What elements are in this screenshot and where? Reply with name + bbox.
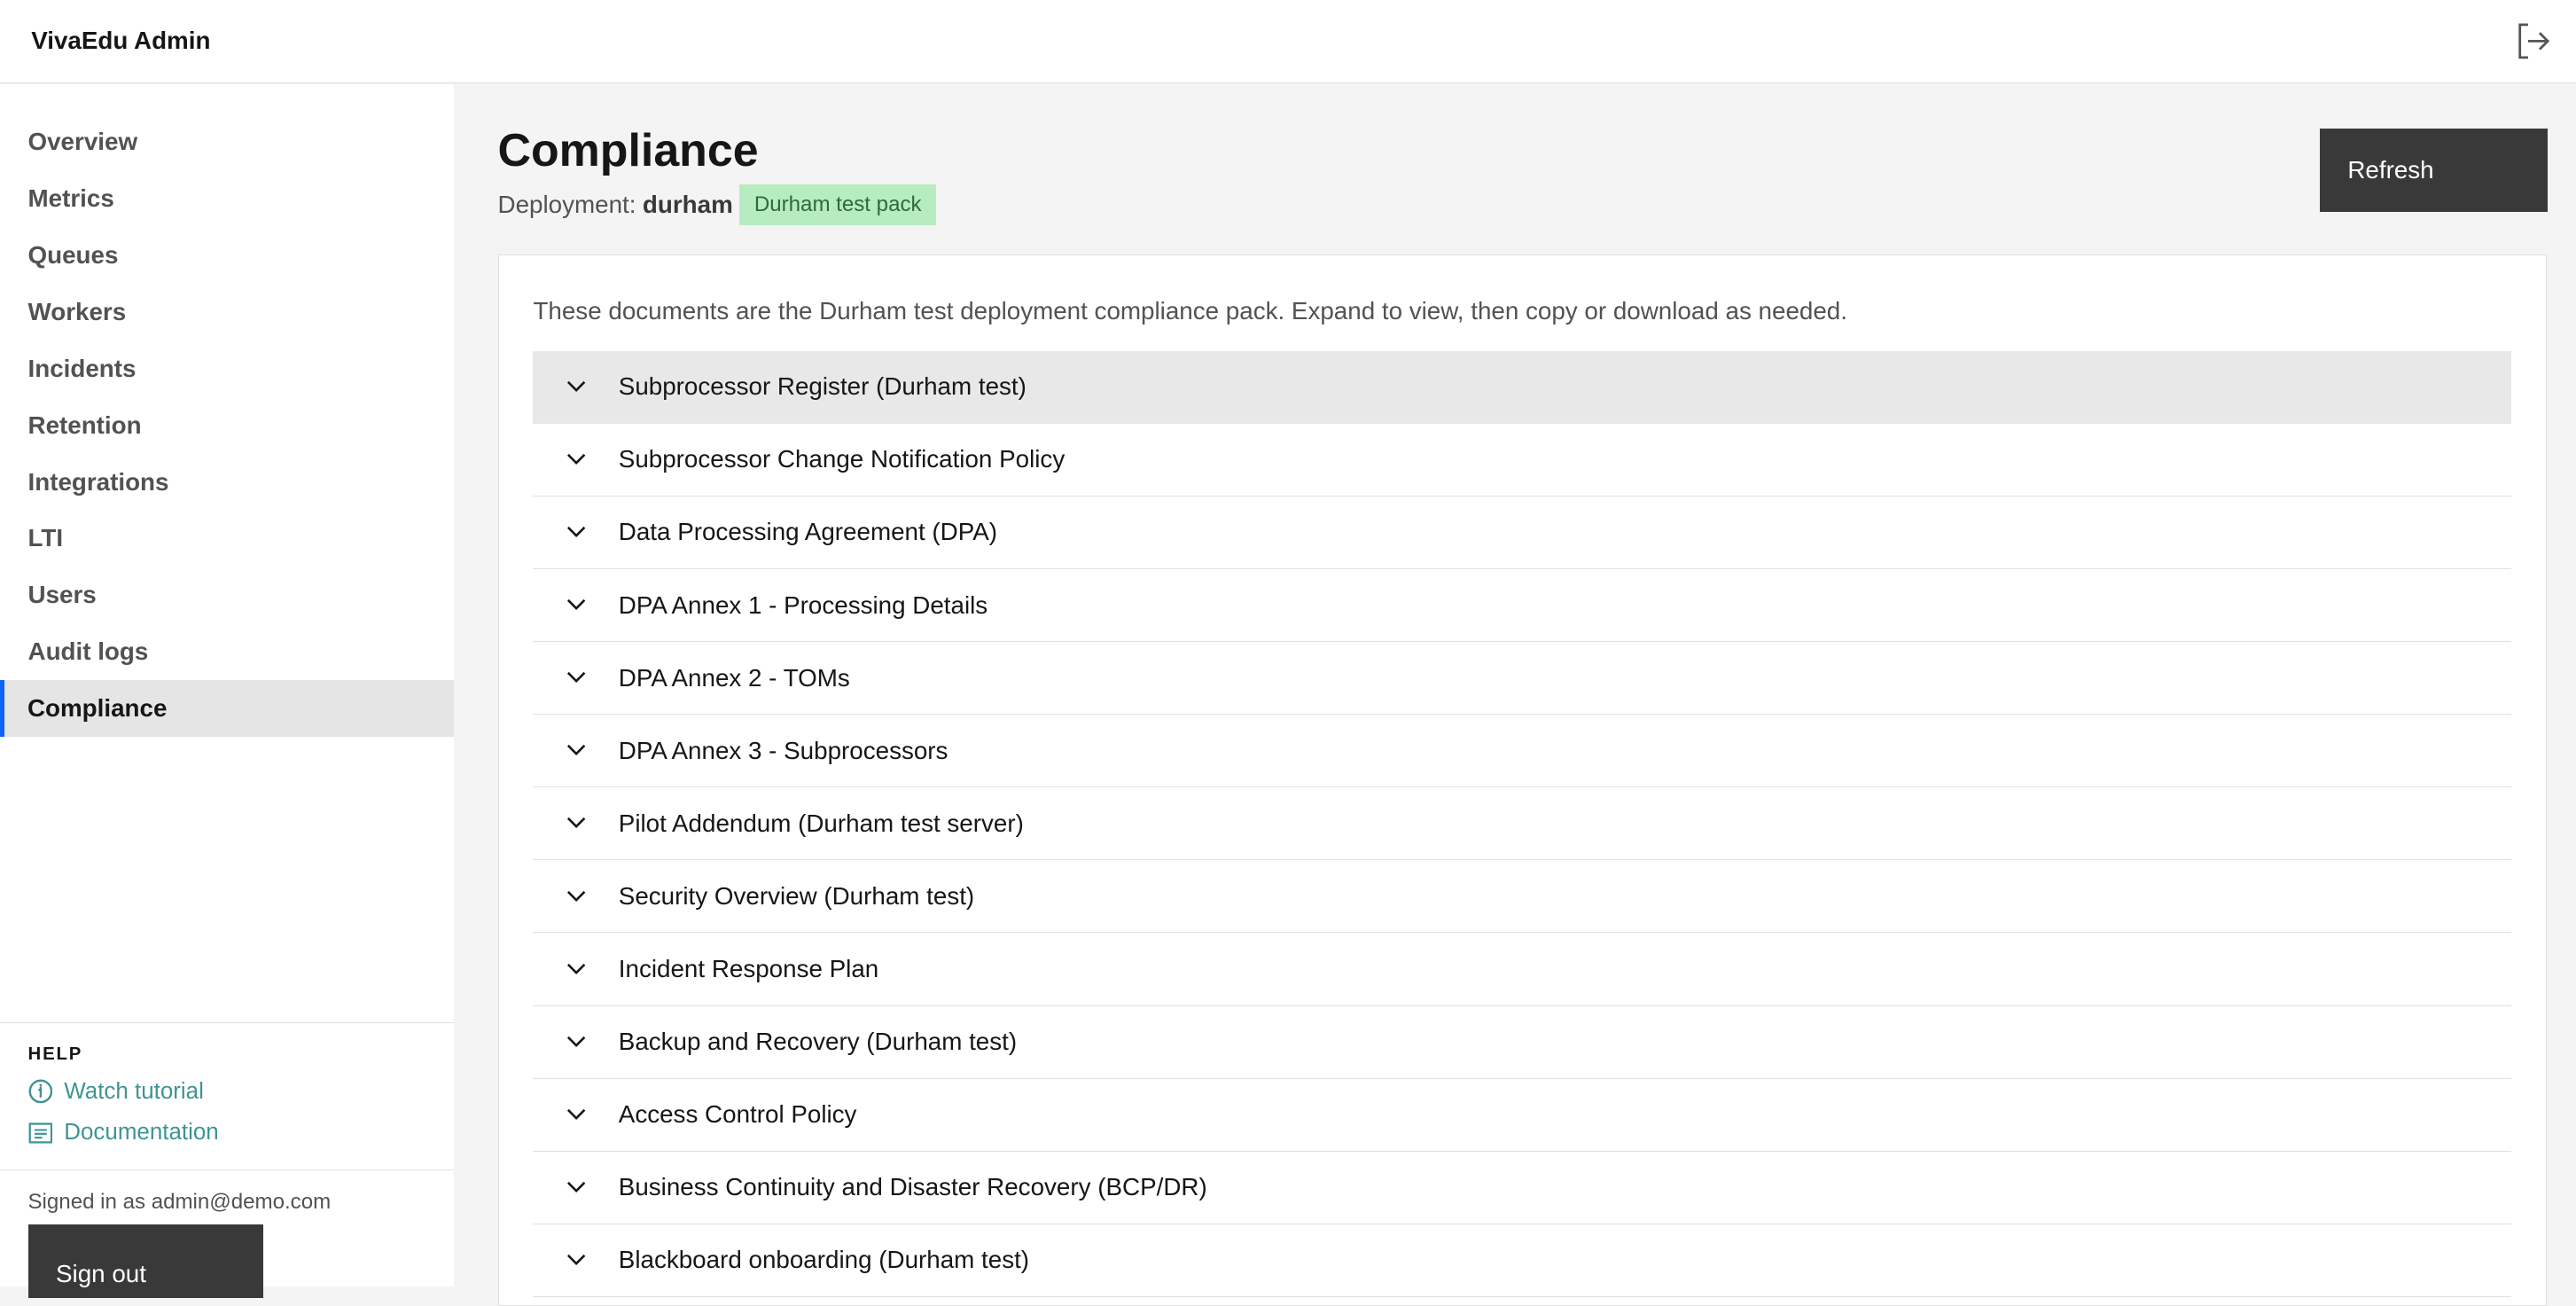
pack-badge: Durham test pack bbox=[739, 184, 937, 226]
accordion-item[interactable]: Security Overview (Durham test) bbox=[533, 860, 2511, 934]
refresh-button[interactable]: Refresh bbox=[2319, 128, 2549, 213]
chevron-down-icon bbox=[533, 1036, 618, 1049]
watch-tutorial-label: Watch tutorial bbox=[64, 1078, 204, 1104]
sidebar-item-retention[interactable]: Retention bbox=[27, 411, 142, 439]
sidebar-nav: Overview Metrics Queues Workers Incidents Ret… bbox=[0, 113, 454, 738]
accordion-item[interactable]: Business Continuity and Disaster Recover… bbox=[533, 1152, 2511, 1224]
page-title: Compliance bbox=[497, 123, 759, 176]
accordion-item[interactable]: DPA Annex 3 - Subprocessors bbox=[533, 715, 2511, 788]
accordion-item[interactable]: Blackboard onboarding (Durham test) bbox=[533, 1224, 2511, 1297]
sidebar-item-compliance[interactable]: Compliance bbox=[0, 680, 454, 738]
accordion-item-title: Blackboard onboarding (Durham test) bbox=[618, 1246, 1030, 1274]
accordion-item[interactable]: Incident Response Plan bbox=[533, 933, 2511, 1006]
chevron-down-icon bbox=[533, 1108, 618, 1122]
help-section: HELP Watch tutorial Documentation bbox=[0, 1021, 454, 1170]
deployment-value: durham bbox=[642, 190, 733, 218]
accordion-item-title: Business Continuity and Disaster Recover… bbox=[618, 1173, 1207, 1201]
sidebar-item-audit-logs[interactable]: Audit logs bbox=[27, 637, 149, 666]
accordion-item-title: DPA Annex 3 - Subprocessors bbox=[618, 736, 948, 764]
main-content: Compliance Deployment: durham Durham tes… bbox=[454, 84, 2576, 1306]
accordion-item[interactable]: DPA Annex 2 - TOMs bbox=[533, 642, 2511, 716]
sidebar-item-overview[interactable]: Overview bbox=[27, 127, 138, 155]
deployment-label: Deployment: bbox=[497, 190, 636, 218]
chevron-down-icon bbox=[533, 671, 618, 684]
sidebar-item-metrics[interactable]: Metrics bbox=[27, 184, 114, 212]
accordion-item[interactable]: Access Control Policy bbox=[533, 1079, 2511, 1152]
accordion-item[interactable]: Subprocessor Register (Durham test) bbox=[533, 350, 2511, 424]
documentation-label: Documentation bbox=[64, 1120, 219, 1146]
accordion-item[interactable]: DPA Annex 1 - Processing Details bbox=[533, 569, 2511, 643]
documentation-link[interactable]: Documentation bbox=[28, 1120, 219, 1146]
accordion-item[interactable]: Backup and Recovery (Durham test) bbox=[533, 1006, 2511, 1079]
document-icon bbox=[28, 1122, 52, 1144]
accordion-item-title: Subprocessor Change Notification Policy bbox=[618, 445, 1066, 473]
sidebar-item-lti[interactable]: LTI bbox=[27, 524, 64, 552]
watch-tutorial-link[interactable]: Watch tutorial bbox=[28, 1079, 204, 1105]
chevron-down-icon bbox=[533, 817, 618, 830]
accordion-item-title: Subprocessor Register (Durham test) bbox=[618, 372, 1026, 401]
signed-in-text: Signed in as admin@demo.com bbox=[27, 1189, 332, 1214]
description: These documents are the Durham test depl… bbox=[533, 296, 1847, 325]
chevron-down-icon bbox=[533, 963, 618, 976]
chevron-down-icon bbox=[533, 1181, 618, 1194]
info-icon bbox=[28, 1079, 52, 1104]
accordion-item-title: Backup and Recovery (Durham test) bbox=[618, 1028, 1018, 1056]
app-title: VivaEdu Admin bbox=[31, 26, 211, 54]
accordion-item-title: Pilot Addendum (Durham test server) bbox=[618, 809, 1024, 837]
chevron-down-icon bbox=[533, 380, 618, 394]
chevron-down-icon bbox=[533, 1254, 618, 1267]
sidebar-item-users[interactable]: Users bbox=[27, 581, 97, 609]
chevron-down-icon bbox=[533, 526, 618, 539]
accordion-item-title: Data Processing Agreement (DPA) bbox=[618, 518, 997, 546]
deployment-info: Deployment: durham Durham test pack bbox=[498, 184, 937, 226]
documents-card: These documents are the Durham test depl… bbox=[497, 254, 2547, 1306]
sidebar-item-workers[interactable]: Workers bbox=[27, 297, 127, 325]
accordion-item[interactable]: Pilot Addendum (Durham test server) bbox=[533, 787, 2511, 861]
accordion-item[interactable]: Data Processing Agreement (DPA) bbox=[533, 497, 2511, 570]
accordion-item-title: DPA Annex 2 - TOMs bbox=[618, 663, 850, 692]
sidebar-item-queues[interactable]: Queues bbox=[27, 240, 119, 269]
sidebar: Overview Metrics Queues Workers Incidents Ret… bbox=[0, 83, 454, 1299]
chevron-down-icon bbox=[533, 744, 618, 757]
sidebar-item-incidents[interactable]: Incidents bbox=[27, 354, 137, 382]
accordion-item-title: DPA Annex 1 - Processing Details bbox=[618, 590, 988, 619]
logout-icon[interactable] bbox=[2517, 23, 2550, 59]
accordion-item-title: Access Control Policy bbox=[618, 1100, 857, 1129]
chevron-down-icon bbox=[533, 890, 618, 903]
chevron-down-icon bbox=[533, 453, 618, 466]
top-bar: VivaEdu Admin bbox=[0, 0, 2576, 83]
help-title: HELP bbox=[27, 1044, 83, 1064]
accordion-item[interactable]: Subprocessor Change Notification Policy bbox=[533, 424, 2511, 497]
sign-out-button[interactable]: Sign out bbox=[27, 1224, 263, 1299]
document-accordion: Subprocessor Register (Durham test) Subpr… bbox=[533, 350, 2511, 1297]
accordion-item-title: Security Overview (Durham test) bbox=[618, 881, 975, 910]
sidebar-item-integrations[interactable]: Integrations bbox=[27, 467, 169, 496]
chevron-down-icon bbox=[533, 598, 618, 612]
accordion-item-title: Incident Response Plan bbox=[618, 955, 879, 983]
